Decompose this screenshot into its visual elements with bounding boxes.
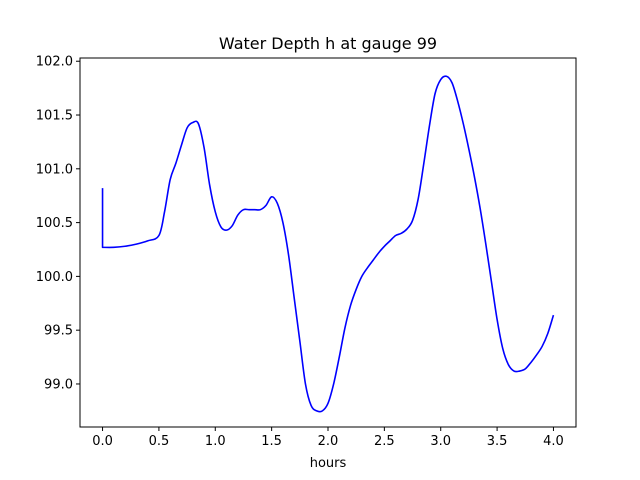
x-tick-label: 0.0 (92, 434, 113, 449)
y-tick-label: 100.0 (36, 270, 73, 285)
x-tick-label: 1.0 (205, 434, 226, 449)
x-axis-ticks: 0.0 0.5 1.0 1.5 2.0 2.5 3.0 3.5 4.0 (92, 427, 564, 449)
series-line (101, 75, 555, 413)
y-tick-label: 101.5 (36, 109, 73, 124)
x-tick-label: 2.0 (318, 434, 339, 449)
y-tick-label: 102.0 (36, 55, 73, 70)
x-tick-label: 1.5 (261, 434, 282, 449)
y-axis-ticks: 99.0 99.5 100.0 100.5 101.0 101.5 102.0 (36, 55, 80, 392)
y-tick-label: 101.0 (36, 162, 73, 177)
y-tick-label: 99.0 (44, 377, 73, 392)
x-tick-label: 0.5 (149, 434, 170, 449)
x-axis-label: hours (310, 456, 347, 471)
x-tick-label: 2.5 (374, 434, 395, 449)
plot-area (79, 57, 577, 428)
series-layer (101, 75, 555, 413)
x-tick-label: 3.5 (487, 434, 508, 449)
y-tick-label: 100.5 (36, 216, 73, 231)
x-tick-label: 4.0 (543, 434, 564, 449)
y-tick-label: 99.5 (44, 324, 73, 339)
x-tick-label: 3.0 (430, 434, 451, 449)
chart-title: Water Depth h at gauge 99 (219, 34, 437, 53)
